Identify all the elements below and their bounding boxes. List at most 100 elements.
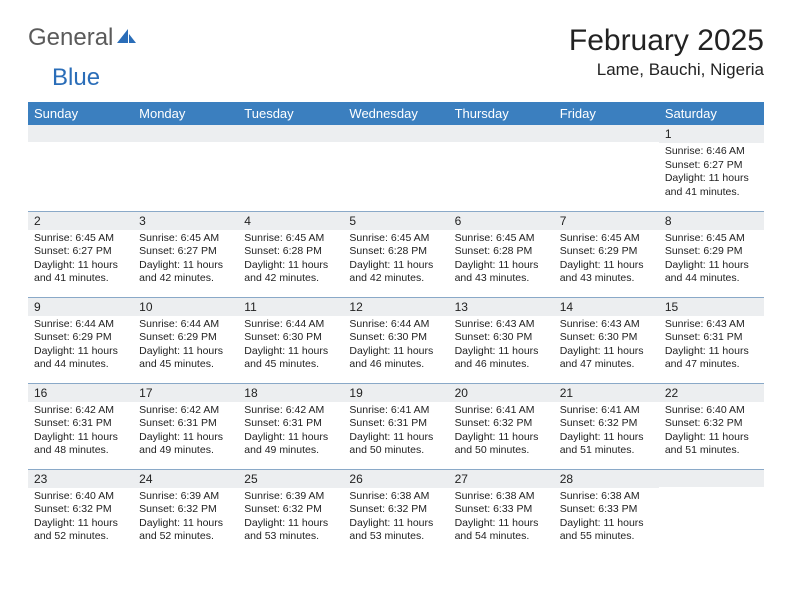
- sunrise-text: Sunrise: 6:43 AM: [455, 318, 548, 332]
- daylight-text: Daylight: 11 hours and 53 minutes.: [349, 517, 442, 544]
- calendar-cell: [343, 125, 448, 211]
- daylight-text: Daylight: 11 hours and 46 minutes.: [349, 345, 442, 372]
- daylight-text: Daylight: 11 hours and 46 minutes.: [455, 345, 548, 372]
- calendar-cell: 25Sunrise: 6:39 AMSunset: 6:32 PMDayligh…: [238, 469, 343, 555]
- sunset-text: Sunset: 6:30 PM: [560, 331, 653, 345]
- day-content: Sunrise: 6:44 AMSunset: 6:30 PMDaylight:…: [238, 316, 343, 375]
- day-number: 1: [659, 125, 764, 143]
- calendar-cell: 13Sunrise: 6:43 AMSunset: 6:30 PMDayligh…: [449, 297, 554, 383]
- day-content: Sunrise: 6:38 AMSunset: 6:33 PMDaylight:…: [449, 488, 554, 547]
- sunrise-text: Sunrise: 6:40 AM: [665, 404, 758, 418]
- sunset-text: Sunset: 6:29 PM: [34, 331, 127, 345]
- calendar-cell: 14Sunrise: 6:43 AMSunset: 6:30 PMDayligh…: [554, 297, 659, 383]
- sunset-text: Sunset: 6:28 PM: [349, 245, 442, 259]
- sunrise-text: Sunrise: 6:43 AM: [560, 318, 653, 332]
- sunset-text: Sunset: 6:27 PM: [34, 245, 127, 259]
- location-text: Lame, Bauchi, Nigeria: [569, 60, 764, 80]
- day-content: Sunrise: 6:41 AMSunset: 6:32 PMDaylight:…: [449, 402, 554, 461]
- brand-logo: General: [28, 24, 137, 52]
- day-content: Sunrise: 6:43 AMSunset: 6:30 PMDaylight:…: [449, 316, 554, 375]
- calendar-row: 23Sunrise: 6:40 AMSunset: 6:32 PMDayligh…: [28, 469, 764, 555]
- sunset-text: Sunset: 6:27 PM: [139, 245, 232, 259]
- sunset-text: Sunset: 6:31 PM: [665, 331, 758, 345]
- day-number: 3: [133, 212, 238, 230]
- sunrise-text: Sunrise: 6:45 AM: [34, 232, 127, 246]
- sunrise-text: Sunrise: 6:38 AM: [560, 490, 653, 504]
- day-content: Sunrise: 6:45 AMSunset: 6:27 PMDaylight:…: [28, 230, 133, 289]
- day-number: 7: [554, 212, 659, 230]
- calendar-cell: 8Sunrise: 6:45 AMSunset: 6:29 PMDaylight…: [659, 211, 764, 297]
- calendar-cell: 18Sunrise: 6:42 AMSunset: 6:31 PMDayligh…: [238, 383, 343, 469]
- sunrise-text: Sunrise: 6:44 AM: [139, 318, 232, 332]
- daylight-text: Daylight: 11 hours and 50 minutes.: [349, 431, 442, 458]
- calendar-cell: 26Sunrise: 6:38 AMSunset: 6:32 PMDayligh…: [343, 469, 448, 555]
- sunrise-text: Sunrise: 6:45 AM: [665, 232, 758, 246]
- calendar-row: 2Sunrise: 6:45 AMSunset: 6:27 PMDaylight…: [28, 211, 764, 297]
- day-number: 23: [28, 470, 133, 488]
- day-number: 12: [343, 298, 448, 316]
- sunset-text: Sunset: 6:32 PM: [139, 503, 232, 517]
- sunset-text: Sunset: 6:28 PM: [455, 245, 548, 259]
- calendar-cell: 20Sunrise: 6:41 AMSunset: 6:32 PMDayligh…: [449, 383, 554, 469]
- day-number: 10: [133, 298, 238, 316]
- sunset-text: Sunset: 6:32 PM: [665, 417, 758, 431]
- daylight-text: Daylight: 11 hours and 51 minutes.: [665, 431, 758, 458]
- day-number: [659, 470, 764, 487]
- weekday-header-row: Sunday Monday Tuesday Wednesday Thursday…: [28, 102, 764, 125]
- sunset-text: Sunset: 6:29 PM: [665, 245, 758, 259]
- day-content: Sunrise: 6:46 AMSunset: 6:27 PMDaylight:…: [659, 143, 764, 202]
- sunrise-text: Sunrise: 6:41 AM: [349, 404, 442, 418]
- day-number: 16: [28, 384, 133, 402]
- day-content: Sunrise: 6:43 AMSunset: 6:31 PMDaylight:…: [659, 316, 764, 375]
- daylight-text: Daylight: 11 hours and 42 minutes.: [349, 259, 442, 286]
- calendar-cell: [28, 125, 133, 211]
- day-number: 11: [238, 298, 343, 316]
- sunset-text: Sunset: 6:31 PM: [139, 417, 232, 431]
- daylight-text: Daylight: 11 hours and 44 minutes.: [34, 345, 127, 372]
- day-number: 8: [659, 212, 764, 230]
- sunset-text: Sunset: 6:33 PM: [560, 503, 653, 517]
- daylight-text: Daylight: 11 hours and 50 minutes.: [455, 431, 548, 458]
- day-number: 17: [133, 384, 238, 402]
- calendar-cell: 27Sunrise: 6:38 AMSunset: 6:33 PMDayligh…: [449, 469, 554, 555]
- calendar-cell: [659, 469, 764, 555]
- sunset-text: Sunset: 6:31 PM: [244, 417, 337, 431]
- day-content: Sunrise: 6:45 AMSunset: 6:28 PMDaylight:…: [238, 230, 343, 289]
- calendar-cell: 16Sunrise: 6:42 AMSunset: 6:31 PMDayligh…: [28, 383, 133, 469]
- daylight-text: Daylight: 11 hours and 54 minutes.: [455, 517, 548, 544]
- sunrise-text: Sunrise: 6:38 AM: [349, 490, 442, 504]
- sunrise-text: Sunrise: 6:44 AM: [244, 318, 337, 332]
- calendar-row: 16Sunrise: 6:42 AMSunset: 6:31 PMDayligh…: [28, 383, 764, 469]
- day-number: 18: [238, 384, 343, 402]
- day-number: 19: [343, 384, 448, 402]
- day-content: Sunrise: 6:43 AMSunset: 6:30 PMDaylight:…: [554, 316, 659, 375]
- calendar-cell: 17Sunrise: 6:42 AMSunset: 6:31 PMDayligh…: [133, 383, 238, 469]
- daylight-text: Daylight: 11 hours and 45 minutes.: [244, 345, 337, 372]
- daylight-text: Daylight: 11 hours and 53 minutes.: [244, 517, 337, 544]
- sunset-text: Sunset: 6:31 PM: [34, 417, 127, 431]
- daylight-text: Daylight: 11 hours and 47 minutes.: [560, 345, 653, 372]
- daylight-text: Daylight: 11 hours and 43 minutes.: [560, 259, 653, 286]
- day-content: Sunrise: 6:45 AMSunset: 6:29 PMDaylight:…: [659, 230, 764, 289]
- daylight-text: Daylight: 11 hours and 47 minutes.: [665, 345, 758, 372]
- calendar-cell: 6Sunrise: 6:45 AMSunset: 6:28 PMDaylight…: [449, 211, 554, 297]
- sunrise-text: Sunrise: 6:39 AM: [139, 490, 232, 504]
- sunset-text: Sunset: 6:33 PM: [455, 503, 548, 517]
- calendar-cell: 1Sunrise: 6:46 AMSunset: 6:27 PMDaylight…: [659, 125, 764, 211]
- day-number: [28, 125, 133, 142]
- calendar-cell: 28Sunrise: 6:38 AMSunset: 6:33 PMDayligh…: [554, 469, 659, 555]
- calendar-cell: 22Sunrise: 6:40 AMSunset: 6:32 PMDayligh…: [659, 383, 764, 469]
- day-content: Sunrise: 6:45 AMSunset: 6:29 PMDaylight:…: [554, 230, 659, 289]
- sunrise-text: Sunrise: 6:43 AM: [665, 318, 758, 332]
- day-number: 15: [659, 298, 764, 316]
- sunset-text: Sunset: 6:28 PM: [244, 245, 337, 259]
- calendar-cell: 9Sunrise: 6:44 AMSunset: 6:29 PMDaylight…: [28, 297, 133, 383]
- sunrise-text: Sunrise: 6:46 AM: [665, 145, 758, 159]
- day-number: 24: [133, 470, 238, 488]
- weekday-header: Wednesday: [343, 102, 448, 125]
- day-content: Sunrise: 6:38 AMSunset: 6:33 PMDaylight:…: [554, 488, 659, 547]
- sunrise-text: Sunrise: 6:42 AM: [139, 404, 232, 418]
- brand-part1: General: [28, 24, 113, 52]
- day-number: [343, 125, 448, 142]
- daylight-text: Daylight: 11 hours and 52 minutes.: [139, 517, 232, 544]
